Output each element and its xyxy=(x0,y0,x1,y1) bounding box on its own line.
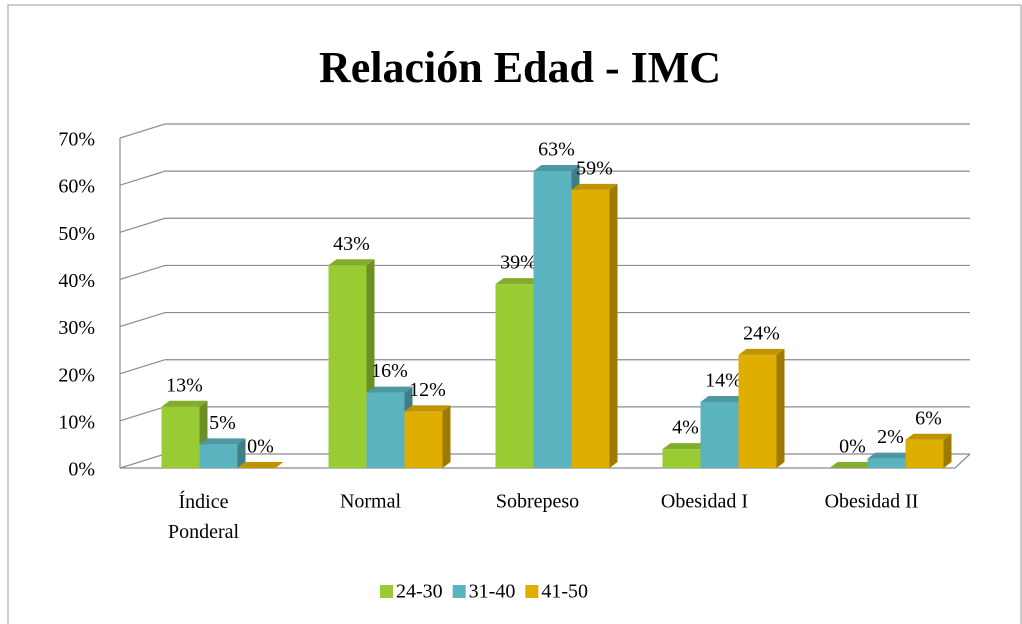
bar-top xyxy=(533,165,580,171)
x-tick-label: Índice Ponderal xyxy=(168,490,240,543)
data-label: 39% xyxy=(500,252,537,274)
bar xyxy=(700,402,739,468)
bar-top xyxy=(662,443,709,450)
legend-swatch xyxy=(452,585,466,598)
y-tick-label: 40% xyxy=(58,270,95,292)
bar-top xyxy=(738,348,785,355)
data-label: 12% xyxy=(409,379,446,401)
bar xyxy=(738,354,777,468)
bar-top xyxy=(237,462,284,468)
bar-group xyxy=(571,183,618,468)
bar-group xyxy=(161,400,208,468)
bar xyxy=(495,284,534,468)
bar xyxy=(328,265,367,468)
bar-top xyxy=(867,452,914,459)
bar-top xyxy=(829,462,876,468)
bar-group xyxy=(404,405,451,468)
y-tick-label: 10% xyxy=(58,411,95,433)
legend-swatch xyxy=(380,585,393,598)
bar-top xyxy=(199,438,246,445)
data-label: 14% xyxy=(705,370,742,392)
bar-group xyxy=(738,348,785,468)
legend-label: 31-40 xyxy=(469,581,516,603)
bar xyxy=(905,439,944,468)
data-label: 16% xyxy=(371,360,408,382)
x-tick-label-line: Índice xyxy=(179,490,229,513)
bar xyxy=(533,171,572,468)
bar-top xyxy=(366,386,413,393)
bar-side xyxy=(609,183,618,468)
bar-top xyxy=(328,259,375,266)
bar xyxy=(199,444,238,468)
data-label: 13% xyxy=(166,374,203,396)
y-tick-label: 20% xyxy=(58,364,95,386)
legend-label: 24-30 xyxy=(396,581,443,603)
data-label: 24% xyxy=(743,322,780,344)
grid-line xyxy=(119,311,970,328)
grid-line xyxy=(119,170,970,186)
bar-top xyxy=(404,405,451,412)
x-tick-label: Sobrepeso xyxy=(496,491,579,513)
bar-side xyxy=(776,348,785,468)
bar-side xyxy=(943,433,952,468)
data-label: 0% xyxy=(839,436,866,458)
y-tick-label: 30% xyxy=(58,317,95,339)
x-tick-label: Normal xyxy=(340,491,402,513)
bar xyxy=(571,189,610,468)
chart-title: Relación Edad - IMC xyxy=(319,43,721,92)
bar xyxy=(366,392,405,468)
data-label: 4% xyxy=(672,417,699,439)
bar-group xyxy=(237,462,284,468)
y-tick-label: 0% xyxy=(68,459,95,481)
grid-line xyxy=(119,359,970,375)
x-tick-label-line: Ponderal xyxy=(168,521,240,543)
x-tick-label: Obesidad II xyxy=(825,491,919,513)
data-label: 5% xyxy=(209,412,236,434)
bar-top xyxy=(571,183,618,190)
x-tick-label: Obesidad I xyxy=(661,491,748,513)
data-label: 6% xyxy=(915,407,942,429)
bar-group xyxy=(905,433,952,468)
bar xyxy=(404,411,443,468)
data-label: 2% xyxy=(877,426,904,448)
bar-top xyxy=(495,278,542,285)
legend-label: 41-50 xyxy=(541,581,588,603)
data-label: 59% xyxy=(576,157,613,179)
bar xyxy=(161,406,200,468)
data-label: 63% xyxy=(538,139,575,161)
grid-line xyxy=(119,123,970,139)
grid-line xyxy=(119,264,970,281)
grid-line xyxy=(119,217,970,233)
y-tick-label: 60% xyxy=(58,176,95,198)
bar-top xyxy=(700,396,747,402)
bar-group xyxy=(199,438,246,468)
y-tick-label: 70% xyxy=(58,129,95,151)
y-tick-label: 50% xyxy=(58,223,95,245)
legend-swatch xyxy=(525,585,539,598)
bar xyxy=(867,458,906,468)
data-label: 43% xyxy=(333,233,370,255)
bar-top xyxy=(905,433,952,440)
bar-group xyxy=(829,462,876,468)
bar xyxy=(662,449,701,468)
bar-side xyxy=(442,405,451,468)
bar-top xyxy=(161,400,208,407)
data-label: 0% xyxy=(247,436,274,458)
bar-side xyxy=(237,438,246,468)
